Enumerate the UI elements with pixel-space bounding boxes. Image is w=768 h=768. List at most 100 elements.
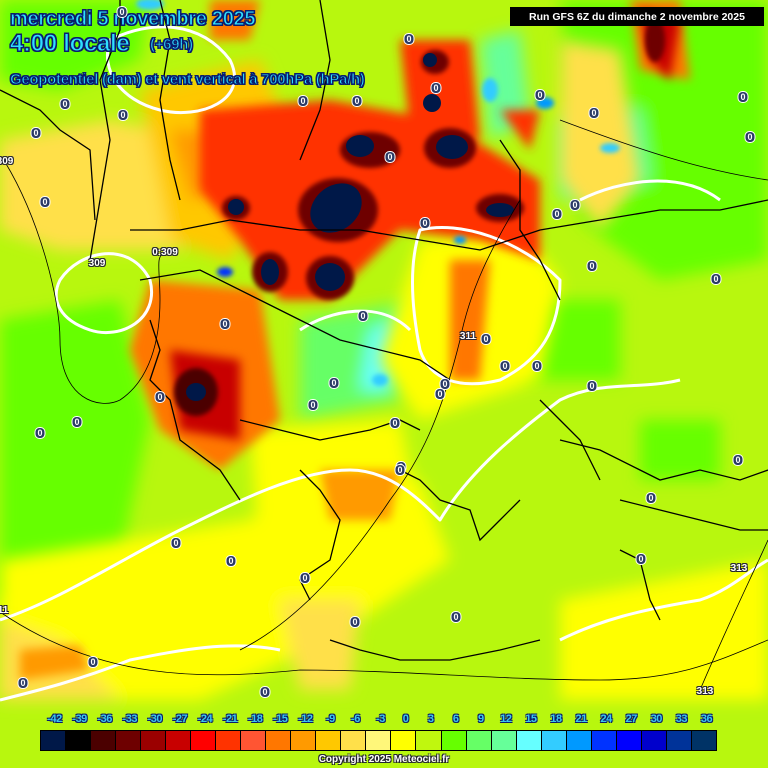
zero-contour-label: 0 xyxy=(219,318,231,330)
geopotential-label: 309 xyxy=(0,156,14,167)
colorbar-tick: -21 xyxy=(222,713,238,725)
colorbar-tick: -15 xyxy=(273,713,288,725)
colorbar-swatch xyxy=(391,731,417,750)
colorbar-tick: 15 xyxy=(525,713,537,725)
colorbar-tick: 33 xyxy=(675,713,688,725)
zero-contour-label: 0 xyxy=(17,677,29,689)
zero-contour-label: 0 xyxy=(645,492,657,504)
zero-contour-label: 0 xyxy=(59,98,71,110)
zero-contour-label: 0 xyxy=(394,464,406,476)
zero-contour-label: 0 xyxy=(499,360,511,372)
colorbar-swatch xyxy=(516,731,542,750)
colorbar-tick: 9 xyxy=(477,713,484,725)
zero-contours xyxy=(0,25,768,702)
colorbar-tick: -3 xyxy=(376,713,385,725)
zero-contour-label: 0 xyxy=(170,537,182,549)
colorbar-tick: 27 xyxy=(625,713,638,725)
colorbar-swatch xyxy=(116,731,142,750)
zero-contour-label: 0 xyxy=(297,95,309,107)
zero-contour-label: 0 xyxy=(744,131,756,143)
zero-contour-label: 0 xyxy=(732,454,744,466)
geopotential-label: 313 xyxy=(696,686,714,697)
zero-contour-label: 0 xyxy=(450,611,462,623)
zero-contour-label: 0 xyxy=(430,82,442,94)
colorbar-legend xyxy=(40,730,717,751)
geopotential-label: 11 xyxy=(0,605,9,616)
zero-contour-label: 0 xyxy=(259,686,271,698)
zero-contour-label: 0 xyxy=(569,199,581,211)
dark-cores xyxy=(186,53,514,401)
colorbar-tick: 21 xyxy=(575,713,587,725)
colorbar-swatch xyxy=(216,731,242,750)
geopotential-isolines xyxy=(0,119,768,691)
colorbar-swatch xyxy=(141,731,167,750)
zero-contour-label: 0 xyxy=(34,427,46,439)
zero-contour-label: 0 xyxy=(434,388,446,400)
colorbar-swatch xyxy=(166,731,192,750)
copyright-notice: Copyright 2025 Meteociel.fr xyxy=(318,754,450,765)
geopotential-label: 0:309 xyxy=(152,247,178,258)
blue-spots xyxy=(136,0,620,386)
colorbar-swatch xyxy=(41,731,67,750)
zero-contour-label: 0 xyxy=(30,127,42,139)
colorbar-tick: -9 xyxy=(325,713,335,725)
zero-contour-label: 0 xyxy=(737,91,749,103)
zero-contour-label: 0 xyxy=(531,360,543,372)
zero-contour-label: 0 xyxy=(328,377,340,389)
colorbar-swatch xyxy=(466,731,492,750)
colorbar-tick: -24 xyxy=(197,713,213,725)
zero-contour-label: 0 xyxy=(71,416,83,428)
colorbar-swatch xyxy=(291,731,317,750)
colorbar-swatch xyxy=(441,731,467,750)
zero-contour-label: 0 xyxy=(307,399,319,411)
colorbar-swatch xyxy=(641,731,667,750)
colorbar-tick: -27 xyxy=(172,713,188,725)
colorbar-tick: 18 xyxy=(550,713,562,725)
colorbar-tick-labels: -42 -39 -36 -33 -30 -27 -24 -21 -18 -15 -12 -9 -6 -3 0… xyxy=(0,713,768,727)
colorbar-swatch xyxy=(316,731,342,750)
colorbar-tick: -33 xyxy=(122,713,138,725)
zero-contour-label: 0 xyxy=(419,217,431,229)
colorbar-swatch xyxy=(341,731,367,750)
zero-contour-label: 0 xyxy=(588,107,600,119)
zero-contour-label: 0 xyxy=(154,391,166,403)
zero-contour-label: 0 xyxy=(39,196,51,208)
zero-contour-label: 0 xyxy=(551,208,563,220)
colorbar-tick: -30 xyxy=(147,713,163,725)
colorbar-swatch xyxy=(366,731,392,750)
colorbar-swatch xyxy=(241,731,267,750)
colorbar-tick: 24 xyxy=(600,713,613,725)
colorbar-swatch xyxy=(416,731,442,750)
colorbar-tick: 30 xyxy=(650,713,663,725)
zero-contour-label: 0 xyxy=(635,553,647,565)
zero-contour-label: 0 xyxy=(586,260,598,272)
geopotential-label: 311 xyxy=(459,331,477,342)
colorbar-tick: 36 xyxy=(700,713,713,725)
colorbar-tick: -6 xyxy=(351,713,360,725)
colorbar-swatch xyxy=(616,731,642,750)
zero-contour-label: 0 xyxy=(480,333,492,345)
zero-contour-label: 0 xyxy=(710,273,722,285)
colorbar-tick: -42 xyxy=(47,713,62,725)
colorbar-tick: 0 xyxy=(402,713,409,725)
colorbar-tick: 6 xyxy=(452,713,459,725)
zero-contour-label: 0 xyxy=(87,656,99,668)
colorbar-tick: -18 xyxy=(247,713,263,725)
zero-contour-label: 0 xyxy=(117,109,129,121)
zero-contour-label: 0 xyxy=(349,616,361,628)
colorbar-swatch xyxy=(566,731,592,750)
colorbar-swatch xyxy=(266,731,292,750)
colorbar-swatch xyxy=(91,731,117,750)
colorbar-swatch xyxy=(191,731,217,750)
zero-contour-label: 0 xyxy=(586,380,598,392)
colorbar-tick: -36 xyxy=(97,713,112,725)
colorbar-swatch xyxy=(66,731,92,750)
zero-contour-label: 0 xyxy=(299,572,311,584)
forecast-lead-time: (+69h) xyxy=(150,36,194,54)
model-run-banner: Run GFS 6Z du dimanche 2 novembre 2025 xyxy=(510,7,764,26)
colorbar-swatch xyxy=(691,731,716,750)
colorbar-swatch xyxy=(491,731,517,750)
zero-contour-label: 0 xyxy=(225,555,237,567)
forecast-local-time: 4:00 locale xyxy=(9,30,130,58)
